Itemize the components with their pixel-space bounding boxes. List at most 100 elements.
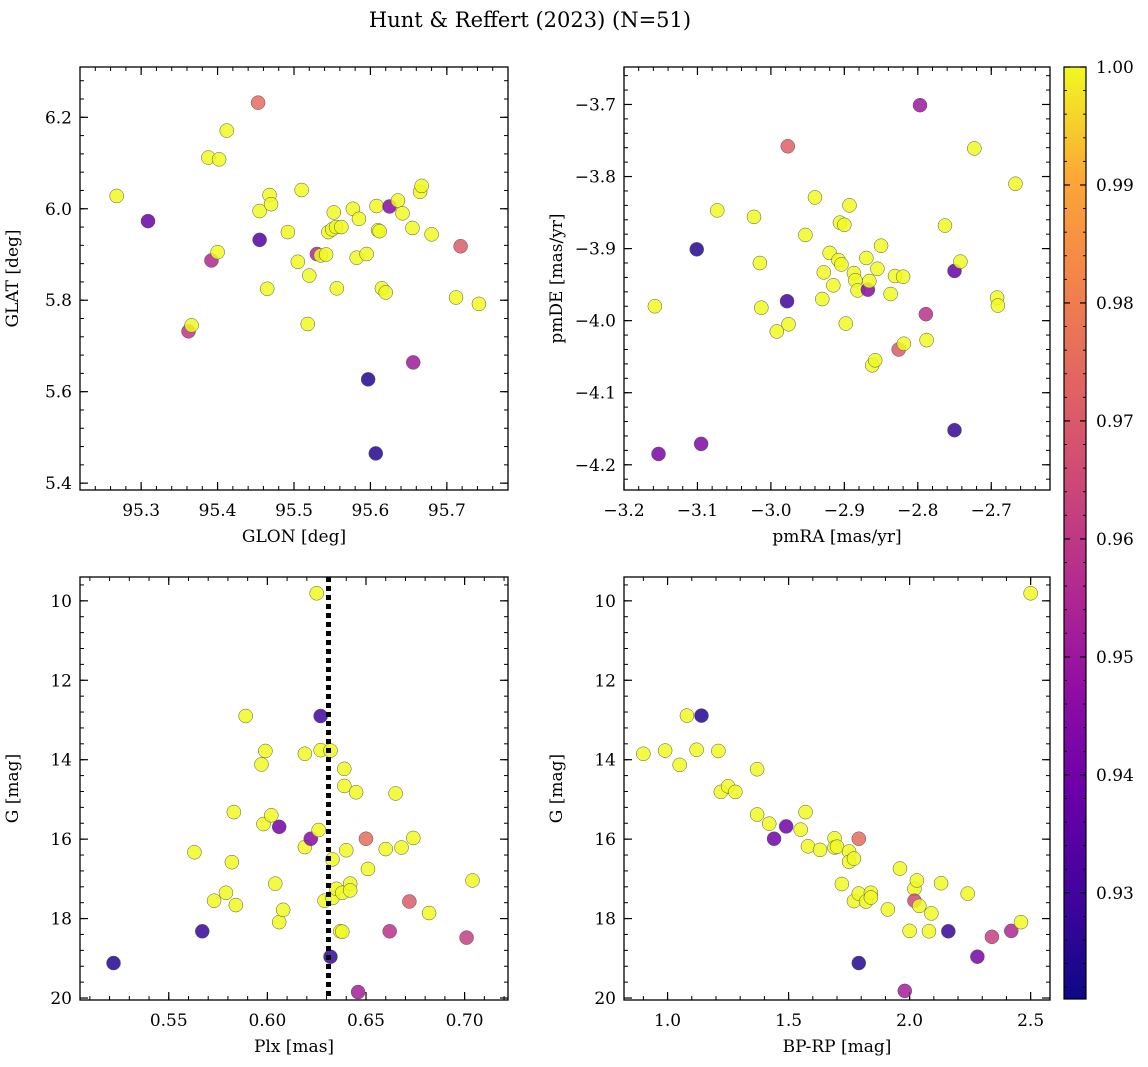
data-point	[358, 831, 374, 846]
data-point	[294, 182, 309, 198]
data-point	[406, 830, 421, 846]
data-point	[318, 247, 334, 262]
data-point	[302, 268, 317, 283]
data-point	[870, 261, 885, 277]
data-point	[895, 269, 911, 284]
data-point	[924, 906, 939, 921]
scatter-points	[109, 95, 487, 461]
y-tick-label: 14	[50, 751, 72, 771]
data-point	[218, 885, 234, 901]
colorbar-tick-label: 0.96	[1096, 530, 1134, 550]
data-point	[351, 211, 367, 227]
data-point	[211, 152, 227, 167]
data-point	[800, 839, 816, 854]
data-point	[378, 285, 393, 300]
data-point	[228, 897, 244, 913]
data-point	[1008, 176, 1023, 191]
x-tick-label: 95.3	[122, 501, 160, 521]
data-point	[350, 984, 366, 1000]
data-point	[967, 141, 982, 156]
data-point	[326, 205, 341, 220]
data-point	[471, 296, 487, 312]
data-point	[851, 831, 867, 846]
data-point	[859, 250, 874, 266]
scatter-points	[647, 97, 1023, 462]
data-point	[679, 708, 695, 723]
data-point	[210, 244, 225, 260]
x-tick-label: 0.70	[446, 1011, 484, 1031]
data-point	[896, 336, 912, 351]
data-point	[395, 206, 410, 221]
data-point	[867, 353, 883, 368]
data-point	[761, 816, 777, 831]
data-point	[919, 332, 934, 348]
data-point	[219, 123, 234, 138]
data-point	[728, 784, 743, 800]
y-tick-label: −4.1	[575, 384, 616, 404]
y-tick-label: −3.8	[575, 168, 616, 188]
data-point	[937, 218, 953, 233]
colorbar-tick-label: 0.97	[1096, 412, 1134, 432]
data-point	[892, 861, 908, 876]
data-point	[372, 223, 387, 239]
scatter-points	[636, 586, 1038, 999]
x-axis-label: GLON [deg]	[242, 527, 346, 547]
colorbar-tick-label: 1.00	[1096, 58, 1134, 78]
data-point	[378, 841, 393, 857]
x-tick-label: −2.8	[897, 501, 938, 521]
data-point	[195, 924, 210, 939]
y-tick-label: −4.2	[575, 456, 616, 476]
colorbar-ticks: 0.93 0.94 0.95 0.96 0.97 0.98 0.99 1.00	[1064, 58, 1134, 988]
data-point	[342, 883, 358, 898]
x-tick-label: 0.65	[347, 1011, 385, 1031]
y-tick-label: 12	[594, 671, 616, 691]
data-point	[897, 983, 913, 999]
colorbar-tick-label: 0.98	[1096, 294, 1134, 314]
data-point	[337, 761, 352, 777]
data-point	[842, 198, 857, 213]
data-point	[851, 955, 867, 971]
data-point	[369, 198, 384, 214]
data-point	[909, 873, 925, 888]
data-point	[238, 708, 253, 724]
x-tick-label: 0.60	[248, 1011, 286, 1031]
data-point	[921, 924, 937, 939]
data-point	[290, 254, 306, 270]
data-point	[749, 761, 765, 777]
data-point	[749, 807, 765, 822]
y-axis-label: G [mag]	[3, 754, 23, 823]
data-point	[883, 286, 898, 302]
y-tick-label: 5.4	[45, 474, 72, 494]
data-point	[636, 746, 651, 761]
x-tick-label: 1.5	[775, 1011, 802, 1031]
x-axis-label: Plx [mas]	[254, 1037, 334, 1057]
y-tick-label: 10	[50, 592, 72, 612]
y-tick-label: 6.0	[45, 200, 72, 220]
y-tick-label: 12	[50, 671, 72, 691]
data-point	[834, 876, 850, 892]
data-point	[834, 257, 849, 272]
data-point	[325, 852, 340, 867]
data-point	[453, 239, 468, 254]
data-point	[140, 213, 156, 229]
data-point	[953, 254, 968, 269]
plot-frame	[623, 66, 1051, 491]
data-point	[348, 785, 364, 800]
y-tick-label: 14	[594, 751, 616, 771]
y-tick-label: 18	[594, 910, 616, 930]
data-point	[106, 955, 121, 971]
data-point	[711, 743, 726, 759]
y-tick-label: 6.2	[45, 108, 72, 128]
data-point	[779, 293, 795, 309]
x-axis-label: BP-RP [mag]	[783, 1037, 892, 1057]
data-point	[334, 219, 349, 235]
data-point	[311, 822, 326, 838]
colorbar: 0.93 0.94 0.95 0.96 0.97 0.98 0.99 1.00	[1063, 58, 1134, 1000]
data-point	[335, 924, 350, 939]
data-point	[918, 306, 934, 322]
data-point	[947, 422, 962, 438]
x-axis-label: pmRA [mas/yr]	[772, 527, 901, 547]
scatter-points	[106, 577, 480, 1000]
y-tick-label: 10	[594, 592, 616, 612]
data-point	[657, 743, 673, 758]
